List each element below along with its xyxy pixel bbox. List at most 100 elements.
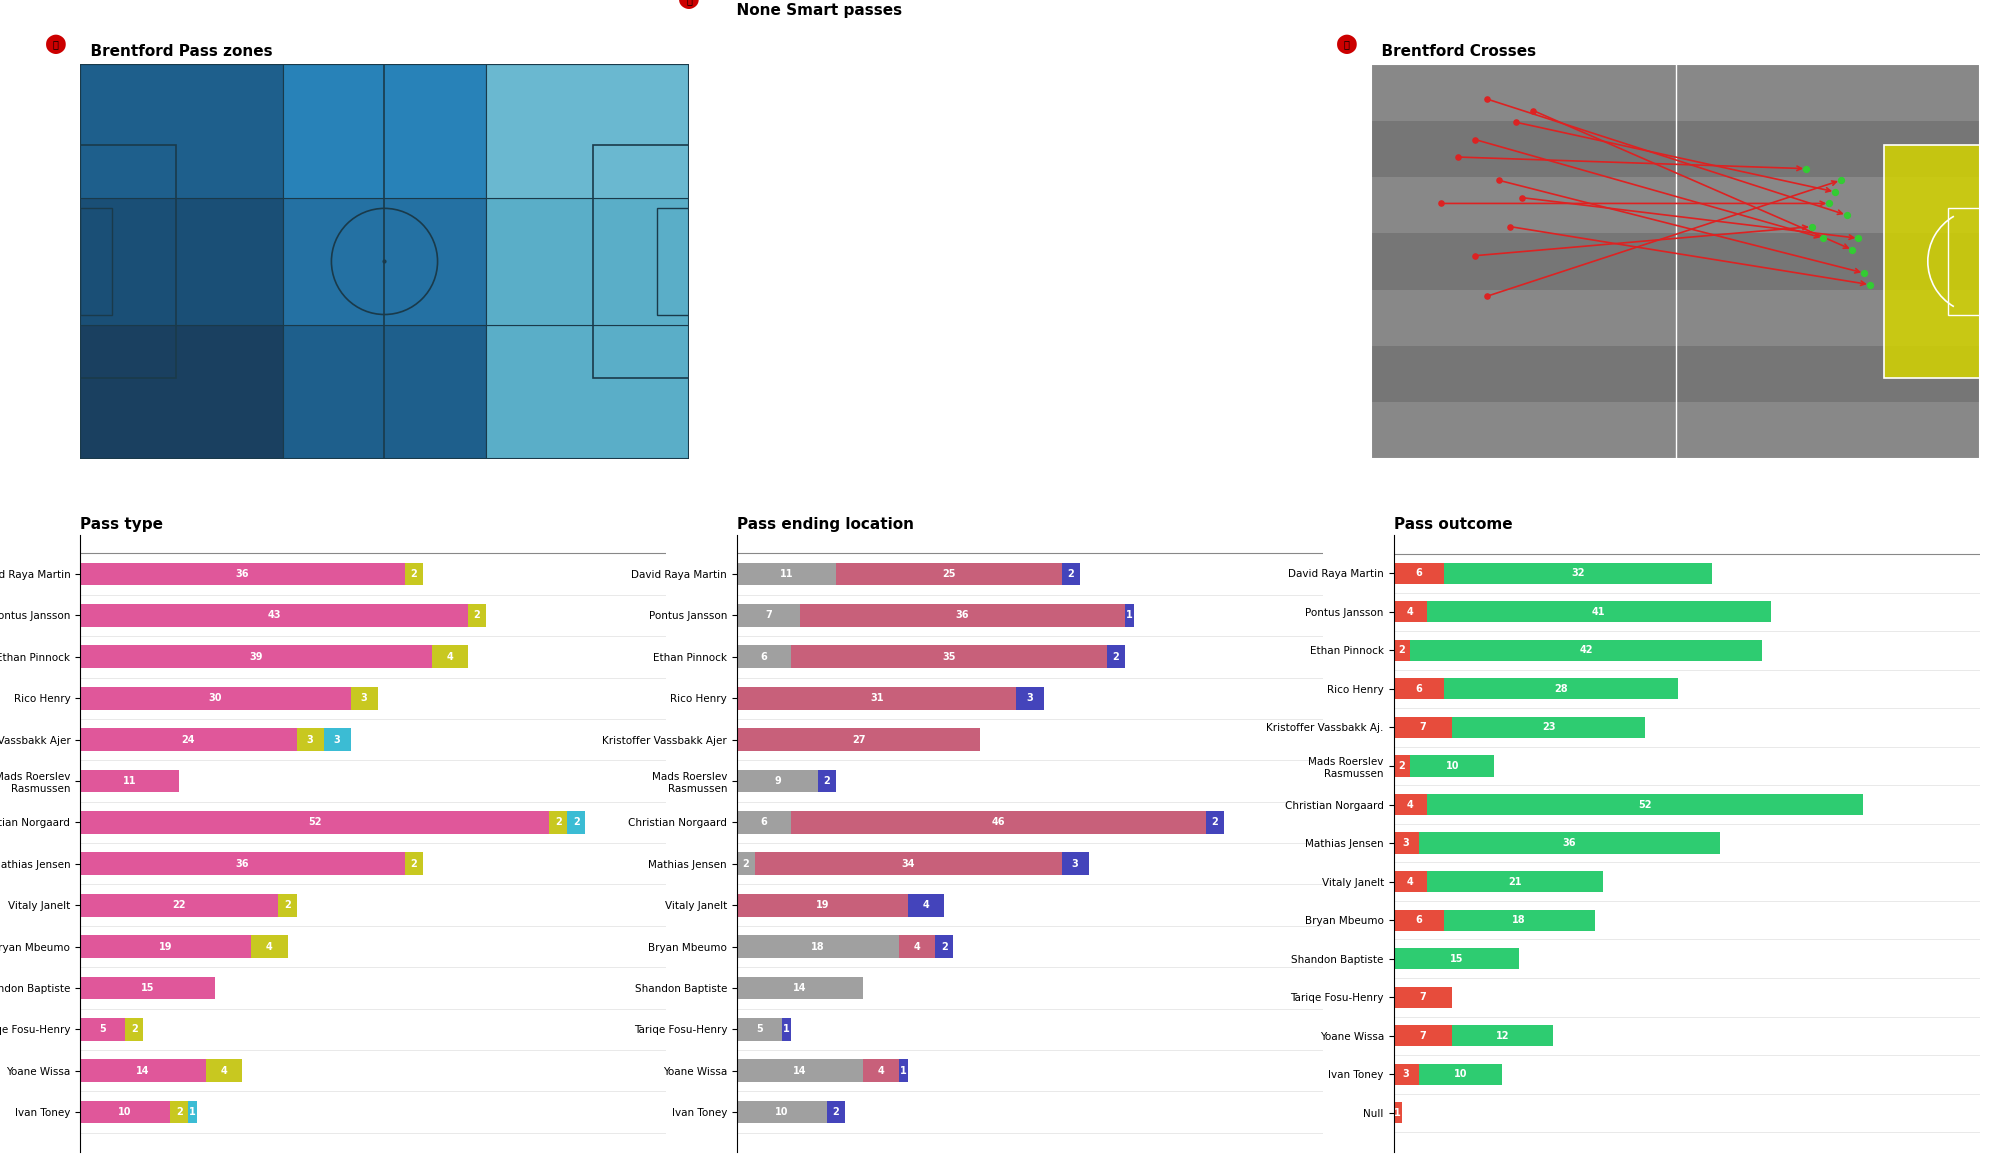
Bar xyxy=(818,770,836,792)
Text: 1: 1 xyxy=(190,1107,196,1117)
Bar xyxy=(790,811,1206,834)
Bar xyxy=(80,604,468,626)
Bar xyxy=(900,935,936,958)
Text: 35: 35 xyxy=(942,652,956,662)
Text: ⬤: ⬤ xyxy=(44,35,66,54)
Bar xyxy=(80,811,550,834)
Bar xyxy=(350,687,378,710)
Bar xyxy=(188,1101,198,1123)
Bar xyxy=(1394,1063,1418,1085)
Bar xyxy=(828,1101,846,1123)
Bar xyxy=(736,1101,828,1123)
Text: 2: 2 xyxy=(572,818,580,827)
Text: 4: 4 xyxy=(878,1066,884,1075)
Point xyxy=(1808,229,1840,248)
Point xyxy=(1460,130,1492,149)
Bar xyxy=(736,563,836,585)
Point xyxy=(1506,188,1538,207)
Text: 2: 2 xyxy=(474,611,480,620)
Bar xyxy=(282,325,486,458)
Text: 7: 7 xyxy=(1420,723,1426,732)
Bar xyxy=(900,1060,908,1082)
Point xyxy=(1814,194,1846,213)
Text: 10: 10 xyxy=(118,1107,132,1117)
Text: 12: 12 xyxy=(1496,1030,1510,1041)
Bar xyxy=(80,145,176,378)
Bar xyxy=(736,976,864,999)
Text: 27: 27 xyxy=(852,734,866,745)
Bar xyxy=(736,894,908,917)
Bar xyxy=(404,852,422,875)
Text: 10: 10 xyxy=(1446,761,1458,771)
Bar xyxy=(736,1018,782,1041)
Bar xyxy=(282,197,486,325)
Bar xyxy=(324,728,350,751)
Bar xyxy=(80,770,180,792)
Text: 6: 6 xyxy=(760,818,768,827)
Text: Brentford Pass zones: Brentford Pass zones xyxy=(80,43,272,59)
Text: 2: 2 xyxy=(176,1107,182,1117)
Text: 5: 5 xyxy=(756,1025,762,1034)
Point xyxy=(1854,275,1886,294)
Bar xyxy=(1394,948,1520,969)
Text: 52: 52 xyxy=(308,818,322,827)
Point xyxy=(1824,170,1856,189)
Text: 4: 4 xyxy=(1406,799,1414,810)
Text: 15: 15 xyxy=(1450,954,1464,963)
Text: 36: 36 xyxy=(236,859,250,868)
Text: Pass ending location: Pass ending location xyxy=(736,517,914,532)
Text: 2: 2 xyxy=(1398,761,1406,771)
Text: None Smart passes: None Smart passes xyxy=(726,4,902,18)
Bar xyxy=(1394,639,1410,662)
Bar xyxy=(736,728,980,751)
Bar xyxy=(80,645,432,669)
Bar xyxy=(1394,871,1428,892)
Bar xyxy=(736,687,1016,710)
Text: Pass type: Pass type xyxy=(80,517,164,532)
Bar xyxy=(1884,145,1980,378)
Bar xyxy=(1394,678,1444,699)
Point xyxy=(1442,148,1474,167)
Bar xyxy=(486,197,688,325)
Bar xyxy=(252,935,288,958)
Bar xyxy=(1394,832,1418,854)
Text: 32: 32 xyxy=(1572,569,1584,578)
Bar xyxy=(1394,717,1452,738)
Text: 34: 34 xyxy=(902,859,914,868)
Text: 11: 11 xyxy=(122,776,136,786)
Text: 2: 2 xyxy=(1398,645,1406,656)
Text: 10: 10 xyxy=(1454,1069,1468,1080)
Text: 18: 18 xyxy=(1512,915,1526,925)
Text: 🐝: 🐝 xyxy=(1344,40,1350,49)
Text: 2: 2 xyxy=(940,941,948,952)
Point xyxy=(1460,247,1492,266)
Text: 23: 23 xyxy=(1542,723,1556,732)
Point xyxy=(1796,217,1828,236)
Text: 52: 52 xyxy=(1638,799,1652,810)
Text: 🐝: 🐝 xyxy=(52,40,58,49)
Point xyxy=(1848,263,1880,282)
Text: Pass outcome: Pass outcome xyxy=(1394,517,1512,532)
Bar xyxy=(170,1101,188,1123)
Bar xyxy=(1428,871,1604,892)
Text: 41: 41 xyxy=(1592,606,1606,617)
Bar xyxy=(1948,208,1980,315)
Bar xyxy=(736,604,800,626)
Text: 6: 6 xyxy=(1416,915,1422,925)
Text: 4: 4 xyxy=(266,941,272,952)
Text: 🐝: 🐝 xyxy=(686,0,692,5)
Point xyxy=(1500,113,1532,132)
Bar xyxy=(1394,794,1428,815)
Bar xyxy=(736,852,754,875)
Bar xyxy=(1062,852,1088,875)
Bar xyxy=(908,894,944,917)
Bar xyxy=(736,935,900,958)
Text: 2: 2 xyxy=(1212,818,1218,827)
Text: 3: 3 xyxy=(1026,693,1034,703)
Bar xyxy=(736,645,790,669)
Text: 2: 2 xyxy=(1068,569,1074,579)
Text: 2: 2 xyxy=(832,1107,840,1117)
Text: 6: 6 xyxy=(760,652,768,662)
Text: 21: 21 xyxy=(1508,877,1522,887)
Bar xyxy=(782,1018,790,1041)
